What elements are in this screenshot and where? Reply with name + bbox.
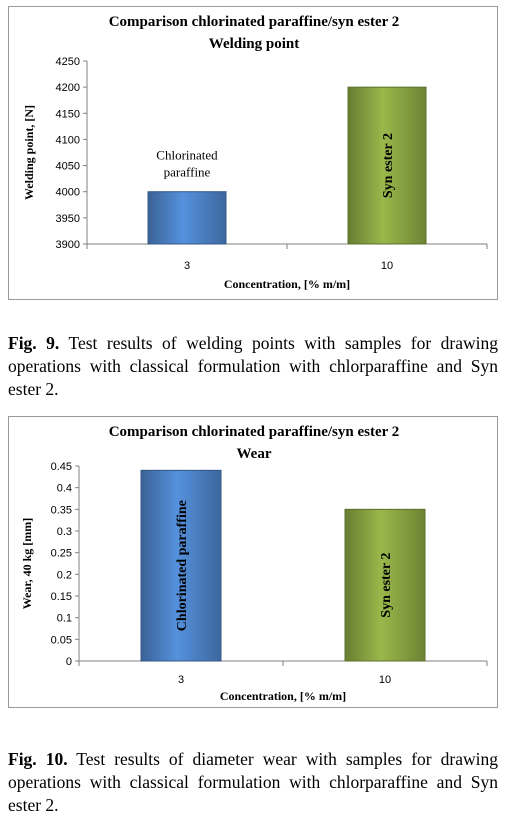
- bar-data-label: Chlorinated paraffine: [175, 500, 190, 631]
- y-tick-label: 4100: [56, 134, 80, 146]
- y-tick-label: 0.45: [51, 461, 72, 473]
- y-tick-label: 0.4: [57, 483, 72, 495]
- bar-data-label: Syn ester 2: [379, 553, 394, 618]
- bar: [347, 86, 427, 245]
- chart-title: Comparison chlorinated paraffine/syn est…: [109, 424, 400, 440]
- bar: [140, 469, 222, 662]
- y-tick-label: 4000: [56, 187, 80, 199]
- y-tick-label: 4250: [56, 56, 80, 68]
- y-tick-label: 0.2: [57, 569, 72, 581]
- bar-data-label: paraffine: [164, 165, 211, 180]
- y-tick-label: 3900: [56, 239, 80, 251]
- x-tick-label: 10: [379, 674, 391, 686]
- y-tick-label: 4050: [56, 161, 80, 173]
- y-tick-label: 0.35: [51, 504, 72, 516]
- y-tick-label: 0: [66, 656, 72, 668]
- chart-wear-svg: Comparison chlorinated paraffine/syn est…: [20, 424, 488, 703]
- y-tick-label: 0.3: [57, 526, 72, 538]
- figure-caption-9: Fig. 9. Test results of welding points w…: [8, 332, 498, 401]
- chart-welding-point-svg: Comparison chlorinated paraffine/syn est…: [22, 14, 488, 291]
- y-tick-label: 4200: [56, 82, 80, 94]
- caption-label: Fig. 9.: [8, 332, 60, 353]
- y-tick-label: 0.05: [51, 634, 72, 646]
- chart-wear: Comparison chlorinated paraffine/syn est…: [8, 416, 498, 708]
- y-tick-label: 0.1: [57, 613, 72, 625]
- y-axis-label: Wear, 40 kg [mm]: [20, 518, 34, 610]
- caption-label: Fig. 10.: [8, 748, 68, 769]
- x-axis-label: Concentration, [% m/m]: [220, 689, 346, 703]
- chart-welding-point: Comparison chlorinated paraffine/syn est…: [8, 6, 498, 300]
- bar-data-label: Syn ester 2: [381, 133, 396, 198]
- caption-text: Test results of welding points with samp…: [8, 332, 498, 399]
- x-tick-label: 10: [381, 260, 393, 272]
- y-axis-label: Welding point, [N]: [22, 105, 36, 200]
- y-tick-label: 0.15: [51, 591, 72, 603]
- chart-title: Comparison chlorinated paraffine/syn est…: [109, 14, 400, 30]
- caption-text: Test results of diameter wear with sampl…: [8, 748, 498, 815]
- x-tick-label: 3: [184, 260, 190, 272]
- y-tick-label: 0.25: [51, 548, 72, 560]
- chart-title: Welding point: [209, 36, 299, 52]
- bar: [147, 191, 227, 245]
- chart-title: Wear: [237, 446, 272, 462]
- y-tick-label: 4150: [56, 108, 80, 120]
- bar-data-label: Chlorinated: [156, 148, 218, 163]
- bar: [344, 508, 426, 662]
- y-tick-label: 3950: [56, 213, 80, 225]
- x-axis-label: Concentration, [% m/m]: [224, 277, 350, 291]
- x-tick-label: 3: [178, 674, 184, 686]
- figure-caption-10: Fig. 10. Test results of diameter wear w…: [8, 748, 498, 817]
